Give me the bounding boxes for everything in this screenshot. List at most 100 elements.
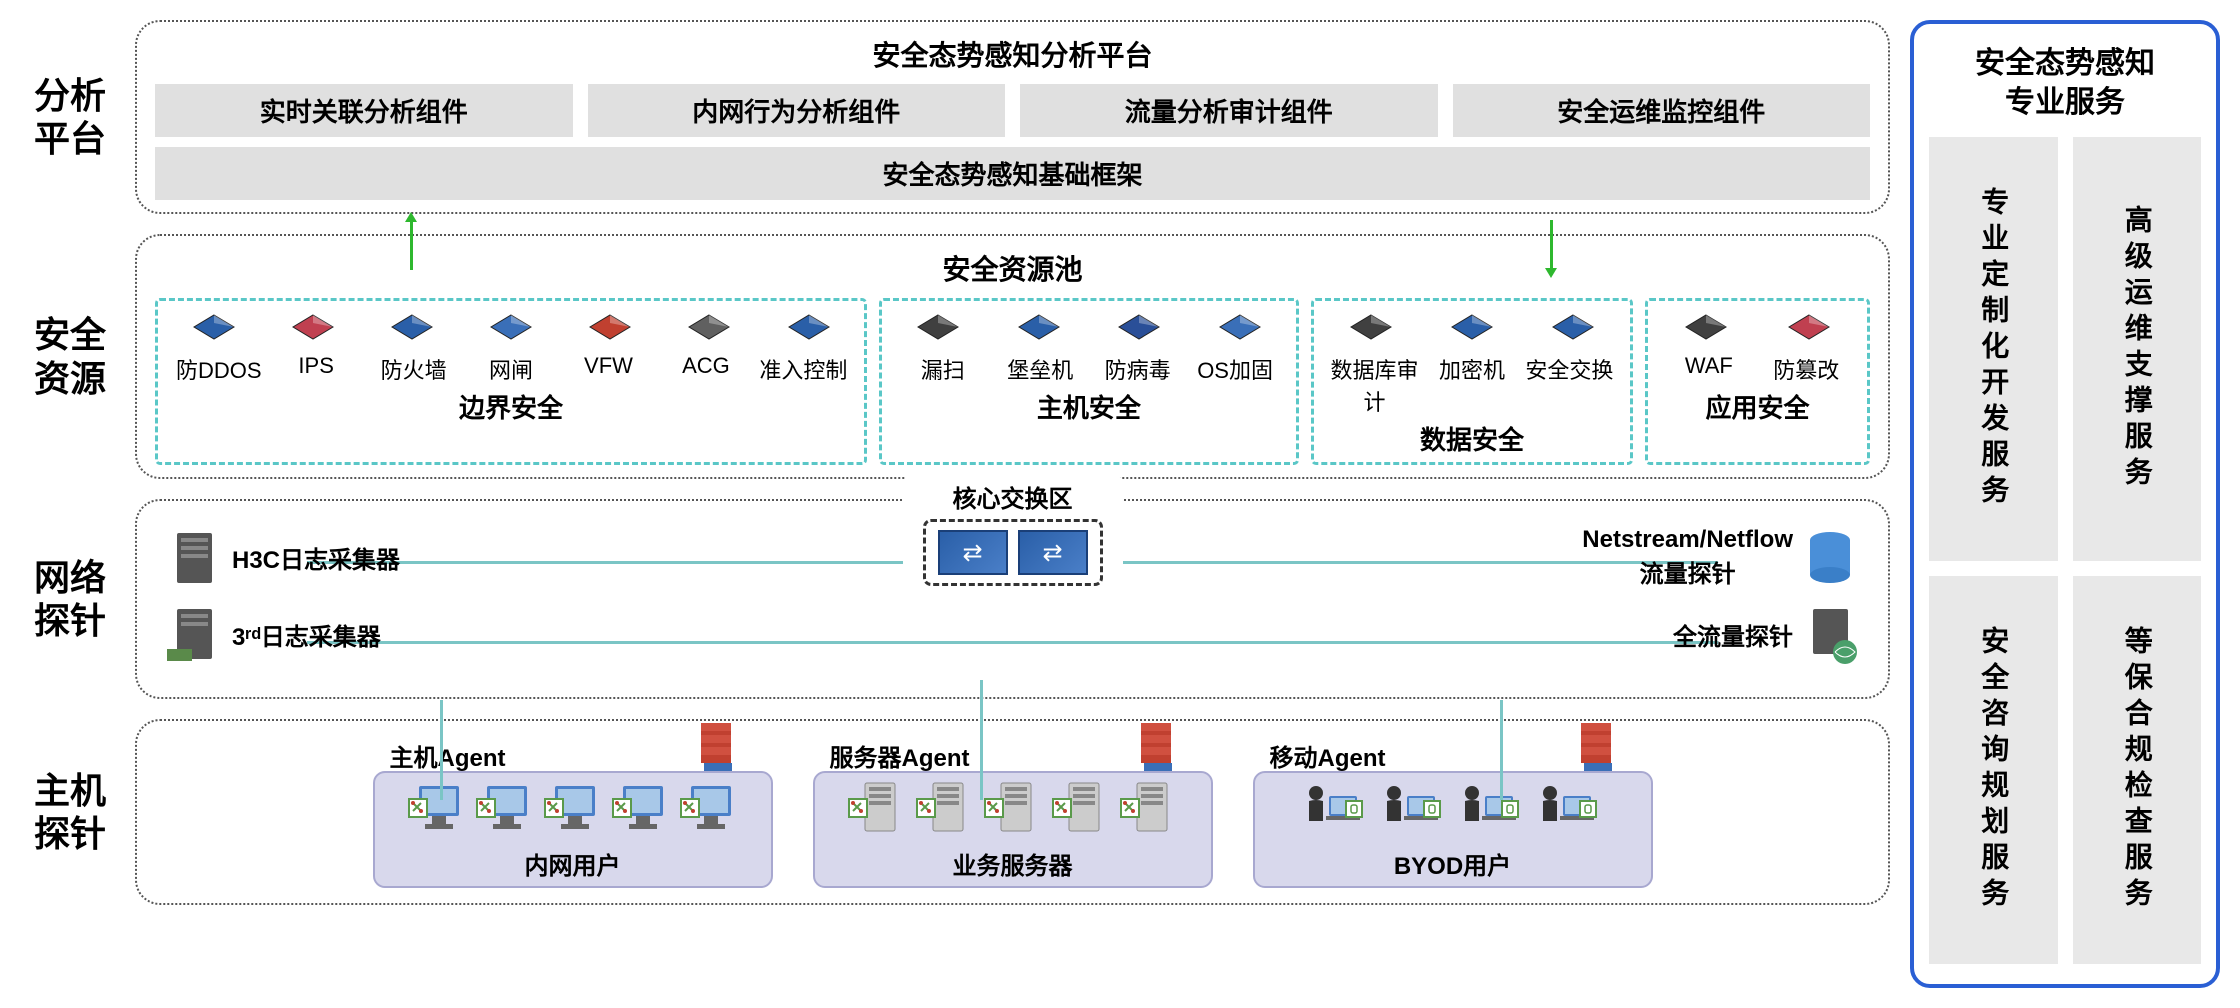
services-title: 安全态势感知 专业服务 bbox=[1975, 44, 2155, 122]
probe-label: H3C日志采集器 bbox=[232, 540, 400, 575]
pool-item-label: IPS bbox=[267, 353, 364, 385]
pool-item-label: WAF bbox=[1660, 353, 1757, 385]
firewall-icon bbox=[1576, 718, 1621, 773]
pc-icon bbox=[475, 781, 535, 841]
agent-group: 主机Agent内网用户 bbox=[373, 771, 773, 888]
device-icon bbox=[1529, 311, 1618, 348]
pool-item-label: 防火墙 bbox=[365, 353, 462, 385]
services-grid: 专业定制化开发服务 高级运维支撑服务 安全咨询规划服务 等保合规检查服务 bbox=[1929, 137, 2201, 964]
device-icon bbox=[1095, 311, 1183, 348]
switch-icon bbox=[1018, 530, 1088, 575]
person-laptop-icon bbox=[1457, 781, 1527, 841]
pool-group: 防DDOSIPS防火墙网闸VFWACG准入控制边界安全 bbox=[155, 298, 867, 465]
service-consulting: 安全咨询规划服务 bbox=[1929, 576, 2058, 964]
components-row: 实时关联分析组件 内网行为分析组件 流量分析审计组件 安全运维监控组件 bbox=[155, 84, 1870, 137]
pool-group: 数据库审计加密机安全交换数据安全 bbox=[1311, 298, 1633, 465]
agent-group: 服务器Agent业务服务器 bbox=[813, 771, 1213, 888]
pool-item-label: 防DDOS bbox=[170, 353, 267, 385]
pool-group-title: 主机安全 bbox=[1037, 388, 1141, 425]
core-switch-box: 核心交换区 bbox=[903, 471, 1123, 598]
device-icon bbox=[170, 311, 257, 348]
arrow-down-right bbox=[1550, 220, 1553, 270]
device-icon bbox=[368, 311, 455, 348]
pool-item-label: ACG bbox=[657, 353, 754, 385]
person-laptop-icon bbox=[1379, 781, 1449, 841]
agent-icons bbox=[1270, 781, 1636, 841]
component-ops: 安全运维监控组件 bbox=[1453, 84, 1871, 137]
pool-panel: 安全资源池 防DDOSIPS防火墙网闸VFWACG准入控制边界安全漏扫堡垒机防病… bbox=[135, 234, 1890, 479]
agent-title: BYOD用户 bbox=[1270, 846, 1636, 881]
resources-row: 安全 资源 安全资源池 防DDOSIPS防火墙网闸VFWACG准入控制边界安全漏… bbox=[20, 234, 1890, 479]
agent-label: 移动Agent bbox=[1270, 738, 1386, 773]
pool-item-label: OS加固 bbox=[1186, 353, 1283, 385]
agent-title: 内网用户 bbox=[390, 846, 756, 881]
probe-3rd: 3ʳᵈ日志采集器 bbox=[167, 604, 381, 664]
pool-group-title: 边界安全 bbox=[459, 388, 563, 425]
pool-group-title: 应用安全 bbox=[1706, 388, 1810, 425]
pool-groups: 防DDOSIPS防火墙网闸VFWACG准入控制边界安全漏扫堡垒机防病毒OS加固主… bbox=[155, 298, 1870, 465]
device-icon bbox=[1326, 311, 1415, 348]
server-icon bbox=[167, 604, 222, 664]
switch-icon bbox=[938, 530, 1008, 575]
server-icon bbox=[167, 528, 222, 588]
probe-netstream: Netstream/Netflow 流量探针 bbox=[1582, 526, 1858, 589]
platform-title: 安全态势感知分析平台 bbox=[155, 34, 1870, 74]
row-label-host: 主机 探针 bbox=[20, 769, 120, 855]
device-icon bbox=[1660, 311, 1751, 348]
server-icon bbox=[1119, 781, 1179, 841]
pool-item-label: 加密机 bbox=[1423, 353, 1520, 417]
network-probe-row: 网络 探针 核心交换区 H3C日志采集器 bbox=[20, 499, 1890, 699]
pc-icon bbox=[407, 781, 467, 841]
service-custom-dev: 专业定制化开发服务 bbox=[1929, 137, 2058, 561]
server-icon bbox=[983, 781, 1043, 841]
row-label-network: 网络 探针 bbox=[20, 556, 120, 642]
device-icon bbox=[467, 311, 554, 348]
pool-item-label: 准入控制 bbox=[755, 353, 852, 385]
pc-icon bbox=[543, 781, 603, 841]
service-ops-support: 高级运维支撑服务 bbox=[2073, 137, 2202, 561]
framework-box: 安全态势感知基础框架 bbox=[155, 147, 1870, 200]
agent-group: 移动AgentBYOD用户 bbox=[1253, 771, 1653, 888]
probe-panel: 核心交换区 H3C日志采集器 Netstr bbox=[135, 499, 1890, 699]
agents-panel: 主机Agent内网用户服务器Agent业务服务器移动AgentBYOD用户 bbox=[135, 719, 1890, 905]
component-intranet: 内网行为分析组件 bbox=[588, 84, 1006, 137]
firewall-icon bbox=[696, 718, 741, 773]
pc-icon bbox=[679, 781, 739, 841]
probe-label: Netstream/Netflow 流量探针 bbox=[1582, 526, 1793, 589]
pool-item-label: 防病毒 bbox=[1089, 353, 1186, 385]
firewall-icon bbox=[1136, 718, 1181, 773]
services-panel: 安全态势感知 专业服务 专业定制化开发服务 高级运维支撑服务 安全咨询规划服务 … bbox=[1910, 20, 2220, 988]
person-laptop-icon bbox=[1301, 781, 1371, 841]
agent-icons bbox=[390, 781, 756, 841]
device-icon bbox=[666, 311, 753, 348]
switch-group bbox=[923, 519, 1103, 586]
host-probe-row: 主机 探针 主机Agent内网用户服务器Agent业务服务器移动AgentBYO… bbox=[20, 719, 1890, 905]
agent-icons bbox=[830, 781, 1196, 841]
device-icon bbox=[567, 311, 654, 348]
component-traffic: 流量分析审计组件 bbox=[1020, 84, 1438, 137]
server-icon bbox=[915, 781, 975, 841]
platform-panel: 安全态势感知分析平台 实时关联分析组件 内网行为分析组件 流量分析审计组件 安全… bbox=[135, 20, 1890, 214]
analysis-platform-row: 分析 平台 安全态势感知分析平台 实时关联分析组件 内网行为分析组件 流量分析审… bbox=[20, 20, 1890, 214]
vertical-line bbox=[440, 700, 443, 800]
vertical-line bbox=[1500, 700, 1503, 800]
pool-item-label: 堡垒机 bbox=[992, 353, 1089, 385]
database-icon bbox=[1803, 528, 1858, 588]
service-compliance: 等保合规检查服务 bbox=[2073, 576, 2202, 964]
probe-h3c: H3C日志采集器 bbox=[167, 528, 400, 588]
agent-label: 主机Agent bbox=[390, 738, 506, 773]
pc-icon bbox=[611, 781, 671, 841]
pool-item-label: VFW bbox=[560, 353, 657, 385]
device-icon bbox=[1195, 311, 1283, 348]
agent-row: 主机Agent内网用户服务器Agent业务服务器移动AgentBYOD用户 bbox=[167, 771, 1858, 888]
device-icon bbox=[1764, 311, 1855, 348]
pool-item-label: 漏扫 bbox=[894, 353, 991, 385]
pool-item-label: 安全交换 bbox=[1521, 353, 1618, 417]
probe-fulltraffic: 全流量探针 bbox=[1673, 604, 1858, 664]
row-label-resources: 安全 资源 bbox=[20, 313, 120, 399]
device-icon bbox=[269, 311, 356, 348]
connection-line bbox=[307, 641, 1718, 644]
pool-group: 漏扫堡垒机防病毒OS加固主机安全 bbox=[879, 298, 1299, 465]
pool-item-label: 数据库审计 bbox=[1326, 353, 1423, 417]
component-realtime: 实时关联分析组件 bbox=[155, 84, 573, 137]
